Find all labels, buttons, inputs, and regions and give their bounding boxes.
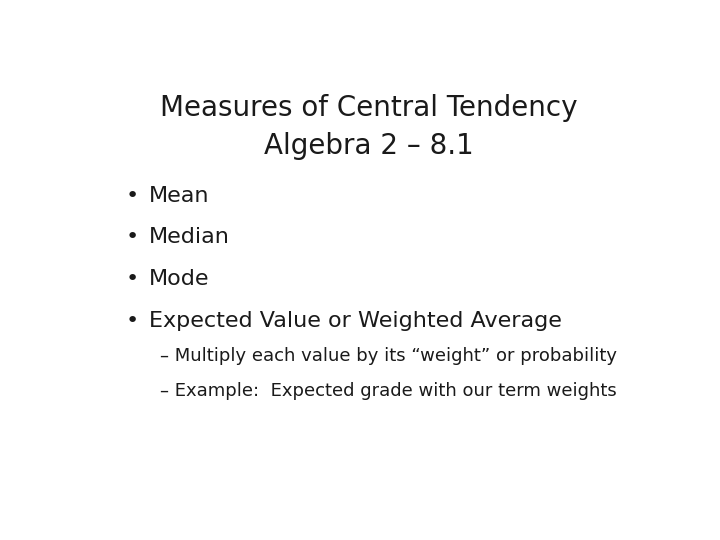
Text: – Example:  Expected grade with our term weights: – Example: Expected grade with our term …: [160, 382, 616, 400]
Text: •: •: [125, 269, 138, 289]
Text: Median: Median: [148, 227, 230, 247]
Text: •: •: [125, 186, 138, 206]
Text: Measures of Central Tendency: Measures of Central Tendency: [161, 94, 577, 123]
Text: •: •: [125, 310, 138, 330]
Text: Expected Value or Weighted Average: Expected Value or Weighted Average: [148, 310, 562, 330]
Text: Mode: Mode: [148, 269, 209, 289]
Text: •: •: [125, 227, 138, 247]
Text: – Multiply each value by its “weight” or probability: – Multiply each value by its “weight” or…: [160, 347, 617, 365]
Text: Algebra 2 – 8.1: Algebra 2 – 8.1: [264, 132, 474, 160]
Text: Mean: Mean: [148, 186, 209, 206]
